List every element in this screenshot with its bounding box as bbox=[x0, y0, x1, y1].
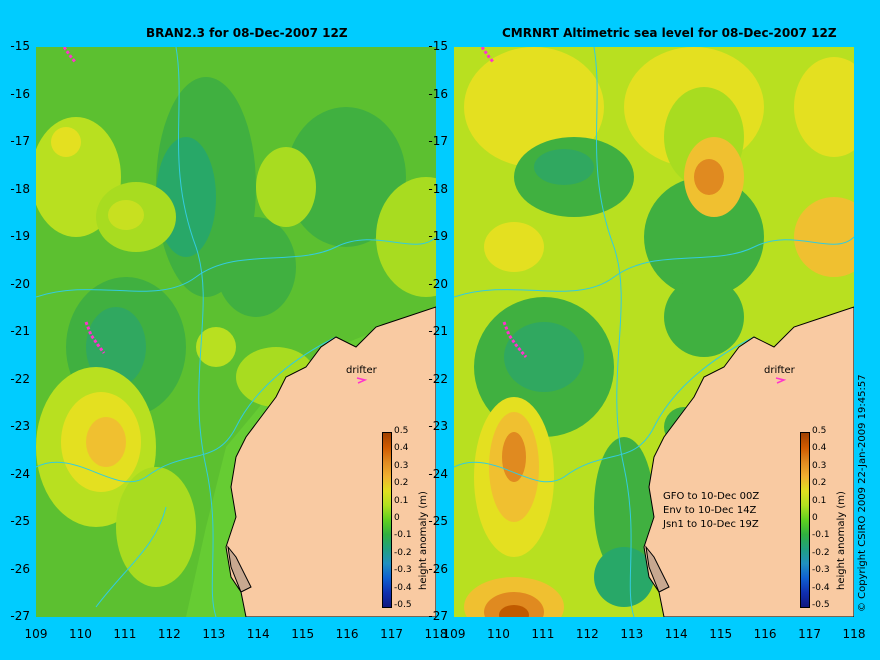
satellite-note-env: Env to 10-Dec 14Z bbox=[663, 505, 757, 516]
x-tick-label: 116 bbox=[753, 627, 777, 641]
y-tick-label: -22 bbox=[428, 371, 448, 386]
y-tick-label: -27 bbox=[428, 609, 448, 623]
colorbar-tick-label: 0.2 bbox=[394, 478, 409, 489]
colorbar-tick-label: 0.5 bbox=[812, 426, 827, 436]
x-tick-label: 109 bbox=[24, 627, 48, 641]
colorbar-tick-label: 0 bbox=[812, 513, 818, 523]
colorbar-title-left: height anomaly (m) bbox=[418, 491, 429, 590]
colorbar-tick-label: -0.3 bbox=[812, 565, 830, 576]
y-tick-label: -20 bbox=[428, 276, 448, 291]
y-tick-label: -22 bbox=[10, 371, 30, 386]
y-tick-label: -17 bbox=[428, 134, 448, 148]
left-map-panel bbox=[36, 47, 436, 617]
y-tick-label: -18 bbox=[10, 181, 30, 196]
y-tick-label: -21 bbox=[428, 324, 448, 338]
y-tick-label: -27 bbox=[10, 609, 30, 623]
y-tick-label: -18 bbox=[428, 181, 448, 196]
colorbar-tick-label: -0.2 bbox=[812, 547, 830, 558]
x-tick-label: 118 bbox=[842, 627, 866, 641]
x-tick-label: 112 bbox=[157, 627, 181, 641]
colorbar-tick-label: 0.2 bbox=[812, 478, 827, 489]
y-tick-label: -16 bbox=[428, 86, 448, 101]
colorbar-tick-label: -0.2 bbox=[394, 547, 412, 558]
colorbar-tick-label: -0.1 bbox=[394, 530, 412, 541]
colorbar-gradient bbox=[800, 432, 810, 608]
x-tick-label: 110 bbox=[68, 627, 92, 641]
left-panel-title: BRAN2.3 for 08-Dec-2007 12Z bbox=[146, 26, 348, 40]
colorbar-tick-label: 0.1 bbox=[394, 495, 409, 506]
colorbar-tick-label: -0.5 bbox=[394, 600, 412, 610]
colorbar-tick-label: -0.4 bbox=[394, 582, 412, 593]
x-tick-label: 116 bbox=[335, 627, 359, 641]
y-tick-label: -25 bbox=[428, 514, 448, 528]
y-tick-label: -19 bbox=[428, 229, 448, 243]
y-tick-label: -26 bbox=[428, 561, 448, 576]
drifter-label-left: drifter bbox=[346, 365, 377, 376]
colorbar-tick-label: -0.1 bbox=[812, 530, 830, 541]
y-tick-label: -20 bbox=[10, 276, 30, 291]
colorbar-tick-label: -0.5 bbox=[812, 600, 830, 610]
drifter-label-right: drifter bbox=[764, 365, 795, 376]
x-tick-label: 111 bbox=[531, 627, 555, 641]
colorbar-tick-label: 0.3 bbox=[812, 460, 827, 471]
satellite-note-jsn1: Jsn1 to 10-Dec 19Z bbox=[663, 519, 759, 530]
x-tick-label: 118 bbox=[424, 627, 448, 641]
colorbar-tick-label: 0.3 bbox=[394, 460, 409, 471]
colorbar-tick-label: 0.5 bbox=[394, 426, 409, 436]
x-tick-label: 113 bbox=[202, 627, 226, 641]
y-tick-label: -16 bbox=[10, 86, 30, 101]
y-tick-label: -26 bbox=[10, 561, 30, 576]
copyright-notice: © Copyright CSIRO 2009 22-Jan-2009 19:45… bbox=[857, 374, 868, 612]
y-tick-label: -15 bbox=[10, 39, 30, 53]
x-tick-label: 115 bbox=[709, 627, 733, 641]
right-height-anomaly-map bbox=[454, 47, 854, 617]
y-tick-label: -23 bbox=[428, 419, 448, 433]
y-tick-label: -15 bbox=[428, 39, 448, 53]
y-tick-label: -25 bbox=[10, 514, 30, 528]
x-tick-label: 117 bbox=[380, 627, 403, 641]
colorbar-tick-label: -0.4 bbox=[812, 582, 830, 593]
colorbar-tick-label: 0.4 bbox=[812, 443, 827, 454]
y-tick-label: -23 bbox=[10, 419, 30, 433]
x-tick-label: 112 bbox=[575, 627, 599, 641]
x-tick-label: 109 bbox=[442, 627, 466, 641]
x-tick-label: 113 bbox=[620, 627, 644, 641]
x-tick-label: 110 bbox=[486, 627, 510, 641]
y-tick-label: -24 bbox=[428, 466, 448, 481]
colorbar-title-right: height anomaly (m) bbox=[836, 491, 847, 590]
y-tick-label: -21 bbox=[10, 324, 30, 338]
right-panel-title: CMRNRT Altimetric sea level for 08-Dec-2… bbox=[502, 26, 837, 40]
x-tick-label: 114 bbox=[664, 627, 688, 641]
colorbar-tick-label: -0.3 bbox=[394, 565, 412, 576]
x-tick-label: 111 bbox=[113, 627, 137, 641]
x-tick-label: 114 bbox=[246, 627, 270, 641]
y-tick-label: -24 bbox=[10, 466, 30, 481]
x-tick-label: 115 bbox=[291, 627, 315, 641]
y-tick-label: -17 bbox=[10, 134, 30, 148]
x-tick-label: 117 bbox=[798, 627, 821, 641]
right-map-panel bbox=[454, 47, 854, 617]
y-tick-label: -19 bbox=[10, 229, 30, 243]
satellite-note-gfo: GFO to 10-Dec 00Z bbox=[663, 491, 760, 502]
colorbar-tick-label: 0 bbox=[394, 513, 400, 523]
colorbar-gradient bbox=[382, 432, 392, 608]
colorbar-tick-label: 0.1 bbox=[812, 495, 827, 506]
colorbar-tick-label: 0.4 bbox=[394, 443, 409, 454]
left-height-anomaly-map bbox=[36, 47, 436, 617]
